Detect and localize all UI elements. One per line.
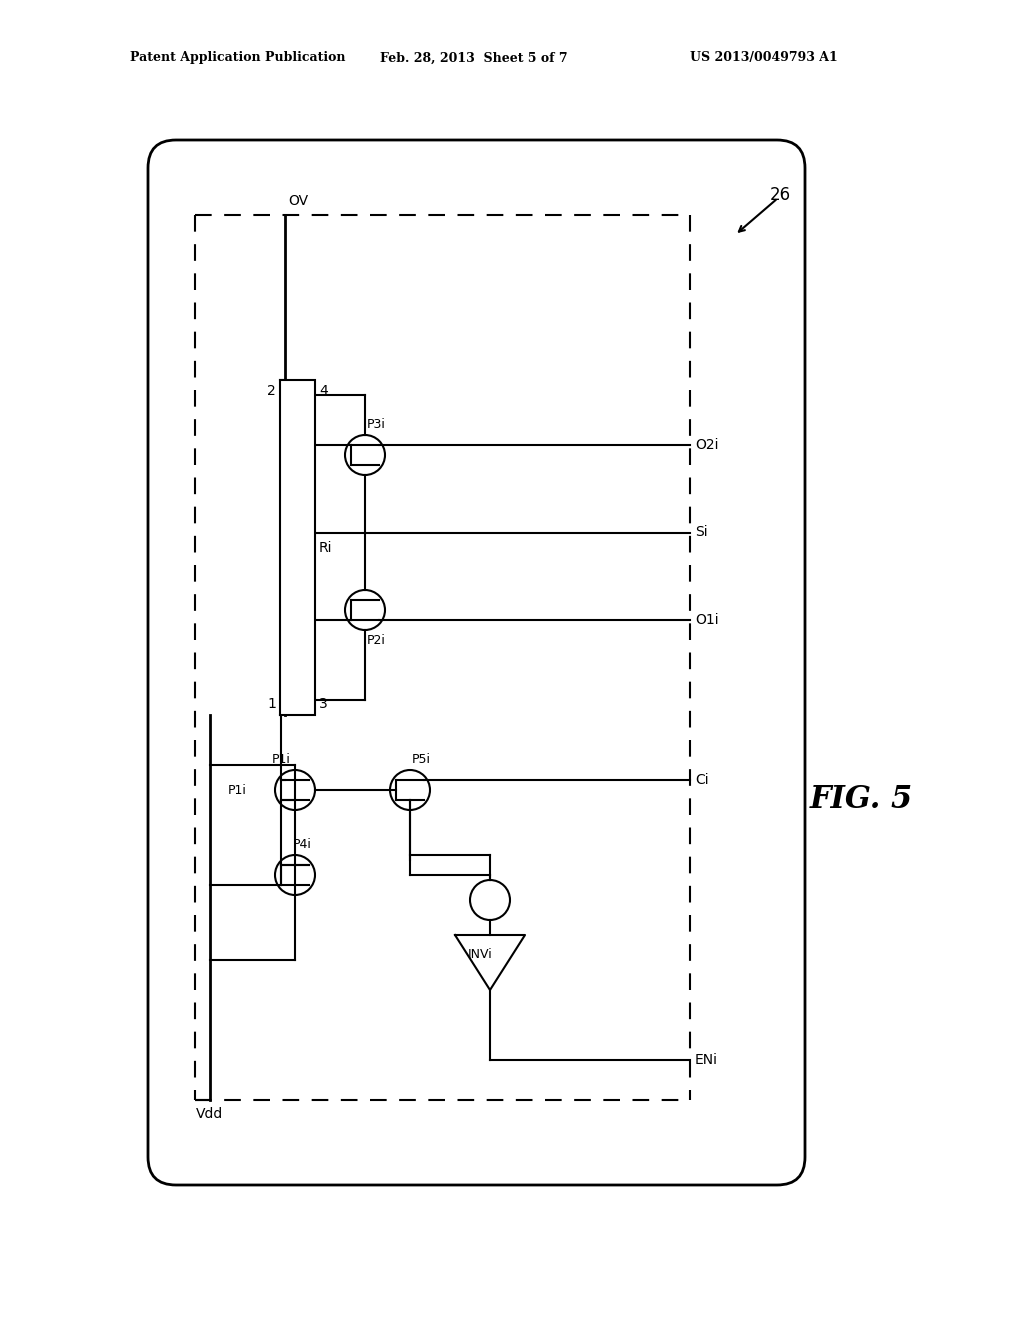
Text: Ci: Ci [695,774,709,787]
Text: US 2013/0049793 A1: US 2013/0049793 A1 [690,51,838,65]
Bar [280,380,315,715]
Text: 3: 3 [319,697,328,711]
Text: P2i: P2i [367,634,386,647]
Text: P1i: P1i [228,784,247,796]
Text: P3i: P3i [367,418,386,432]
Text: Vdd: Vdd [197,1107,223,1121]
Text: 2: 2 [267,384,276,399]
Text: Feb. 28, 2013  Sheet 5 of 7: Feb. 28, 2013 Sheet 5 of 7 [380,51,567,65]
Text: Patent Application Publication: Patent Application Publication [130,51,345,65]
Text: OV: OV [288,194,308,209]
Text: P1i: P1i [272,752,291,766]
FancyBboxPatch shape [148,140,805,1185]
Text: ENi: ENi [695,1053,718,1067]
Text: 26: 26 [770,186,792,205]
Text: Si: Si [695,525,708,540]
Text: O1i: O1i [695,612,719,627]
Text: O2i: O2i [695,438,719,451]
Text: Ri: Ri [319,540,333,554]
Text: P5i: P5i [412,752,431,766]
Text: 1: 1 [267,697,276,711]
Text: 4: 4 [319,384,328,399]
Text: P4i: P4i [293,838,312,851]
Text: FIG. 5: FIG. 5 [810,784,913,816]
Text: INVi: INVi [468,948,493,961]
